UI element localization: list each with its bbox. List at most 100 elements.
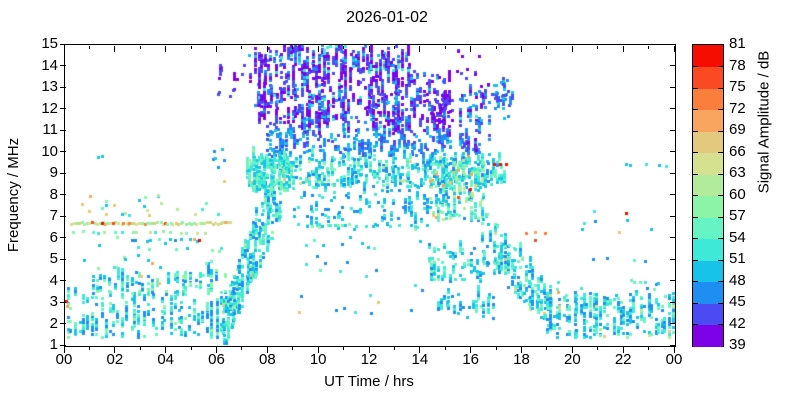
y-tick-major <box>59 108 66 109</box>
y-tick-label: 11 <box>42 121 58 138</box>
x-tick-label: 12 <box>360 351 378 368</box>
x-tick-major-top <box>368 45 370 52</box>
colorbar-tick-right <box>718 130 723 132</box>
x-tick-minor <box>88 346 90 350</box>
y-tick-major-right <box>669 151 676 152</box>
x-tick-minor-top <box>444 45 446 49</box>
colorbar-tick-right <box>718 66 723 67</box>
y-tick-label: 12 <box>41 99 58 117</box>
colorbar-tick-left <box>693 109 698 110</box>
x-tick-label: 00 <box>665 351 683 368</box>
colorbar-tick-left <box>693 195 698 196</box>
colorbar-tick-label: 39 <box>729 336 746 353</box>
colorbar-title: Signal Amplitude / dB <box>755 50 773 194</box>
colorbar-band <box>693 195 723 218</box>
y-tick-major <box>59 280 66 281</box>
colorbar-tick-left <box>693 281 698 282</box>
y-tick-major-right <box>669 194 676 195</box>
colorbar-tick-right <box>718 302 723 304</box>
y-tick-major-right <box>669 301 676 303</box>
colorbar-tick-label: 51 <box>729 250 746 267</box>
colorbar-tick-label: 69 <box>729 121 746 138</box>
x-tick-label: 16 <box>462 351 479 368</box>
colorbar-band <box>693 109 723 132</box>
x-tick-major <box>368 346 370 353</box>
colorbar-tick-label: 63 <box>729 164 746 181</box>
y-tick-label: 7 <box>49 207 58 224</box>
y-tick-major-right <box>669 172 676 174</box>
x-tick-minor-top <box>546 45 548 49</box>
y-tick-label: 13 <box>41 78 58 95</box>
colorbar-tick-label: 78 <box>729 56 746 74</box>
y-tick-label: 9 <box>49 164 58 181</box>
colorbar-band <box>693 88 723 110</box>
x-tick-minor <box>139 346 141 350</box>
y-tick-major-right <box>669 43 676 45</box>
x-tick-minor <box>393 346 395 350</box>
x-tick-major-top <box>266 45 268 52</box>
x-tick-major <box>317 346 319 353</box>
colorbar-tick-left <box>693 324 698 325</box>
plot-area <box>64 44 676 347</box>
colorbar-tick-left <box>693 173 698 175</box>
page-title: 2026-01-02 <box>346 9 428 26</box>
colorbar-band <box>693 324 723 347</box>
x-tick-major-top <box>63 45 65 52</box>
colorbar-tick-left <box>693 152 698 153</box>
x-tick-minor <box>241 346 243 350</box>
x-tick-label: 14 <box>411 351 429 368</box>
x-tick-minor <box>343 346 345 350</box>
colorbar-tick-label: 66 <box>729 142 746 160</box>
x-tick-label: 00 <box>55 351 73 368</box>
y-tick-major <box>59 151 66 152</box>
colorbar-tick-label: 60 <box>729 185 746 203</box>
x-tick-label: 06 <box>208 351 225 368</box>
y-tick-label: 14 <box>41 56 58 74</box>
y-tick-major <box>59 194 66 195</box>
y-tick-major-right <box>669 280 676 281</box>
colorbar-tick-right <box>718 238 723 239</box>
colorbar-band <box>693 238 723 261</box>
colorbar-tick-right <box>718 216 723 218</box>
y-tick-label: 6 <box>49 228 58 246</box>
colorbar-tick-right <box>718 152 723 153</box>
y-tick-major <box>59 215 66 217</box>
colorbar-tick-label: 81 <box>729 35 746 52</box>
y-tick-major-right <box>669 108 676 109</box>
x-tick-minor-top <box>241 45 243 49</box>
y-tick-major <box>59 344 66 346</box>
x-tick-minor-top <box>597 45 599 49</box>
y-tick-label: 1 <box>49 336 58 353</box>
x-tick-major <box>622 346 624 353</box>
x-tick-minor-top <box>139 45 141 49</box>
x-tick-minor-top <box>343 45 345 49</box>
colorbar-tick-right <box>718 109 723 110</box>
x-tick-minor-top <box>393 45 395 49</box>
x-tick-major-top <box>165 45 167 52</box>
x-tick-minor <box>444 346 446 350</box>
y-tick-major-right <box>669 344 676 346</box>
x-tick-major-top <box>419 45 421 52</box>
scatter-canvas <box>65 45 675 346</box>
colorbar-band <box>693 131 723 153</box>
x-tick-major-top <box>470 45 472 52</box>
x-tick-minor <box>190 346 192 350</box>
y-tick-label: 3 <box>49 293 58 310</box>
x-tick-minor-top <box>292 45 294 49</box>
colorbar-band <box>693 281 723 304</box>
colorbar-tick-left <box>693 238 698 239</box>
colorbar-tick-label: 45 <box>729 293 746 310</box>
x-tick-major-top <box>114 45 116 52</box>
y-axis-title: Frequency / MHz <box>5 137 22 253</box>
x-tick-major <box>266 346 268 353</box>
colorbar-band <box>693 174 723 196</box>
x-tick-minor <box>648 346 650 350</box>
colorbar-tick-right <box>718 87 723 89</box>
x-tick-label: 04 <box>157 351 174 368</box>
colorbar-tick-label: 42 <box>729 314 746 332</box>
x-tick-major <box>114 346 116 353</box>
y-tick-major <box>59 65 66 66</box>
y-tick-major <box>59 237 66 238</box>
y-tick-label: 10 <box>41 142 58 160</box>
y-tick-major <box>59 172 66 174</box>
